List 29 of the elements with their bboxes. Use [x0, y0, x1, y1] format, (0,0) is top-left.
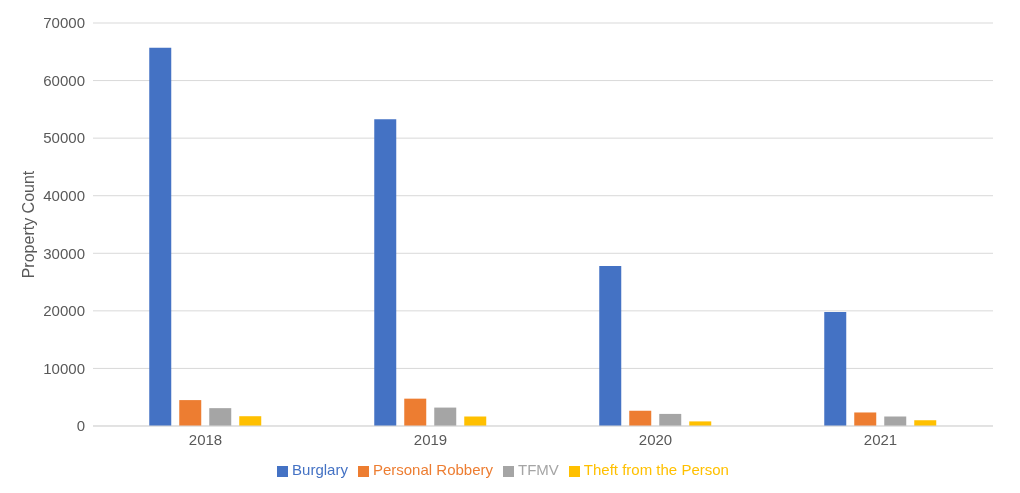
y-tick-label: 70000 [43, 14, 85, 32]
y-tick-label: 20000 [43, 302, 85, 320]
x-tick-label: 2018 [188, 430, 223, 448]
x-tick-label: 2020 [638, 430, 673, 448]
bar [149, 47, 172, 426]
bar [404, 398, 427, 426]
x-tick-label: 2021 [863, 430, 898, 448]
y-axis-title: Property Count [19, 170, 37, 279]
bar [599, 265, 622, 426]
legend-label: Theft from the Person [583, 461, 729, 478]
bar [629, 410, 652, 426]
legend-label: Burglary [292, 461, 348, 478]
bar [824, 312, 847, 426]
legend-label: Personal Robbery [372, 461, 494, 478]
y-tick-label: 50000 [43, 129, 85, 147]
bar [179, 400, 202, 426]
y-tick-label: 40000 [43, 187, 85, 205]
y-tick-label: 30000 [43, 244, 85, 262]
bar [854, 412, 877, 426]
bar [434, 407, 457, 426]
y-tick-label: 10000 [43, 359, 85, 377]
y-tick-label: 60000 [43, 71, 85, 89]
legend-label: TFMV [518, 461, 559, 478]
bar [374, 119, 397, 426]
y-tick-label: 0 [76, 417, 85, 435]
bar [659, 413, 682, 426]
bar [209, 408, 232, 426]
x-tick-label: 2019 [413, 430, 448, 448]
bar [239, 416, 262, 426]
